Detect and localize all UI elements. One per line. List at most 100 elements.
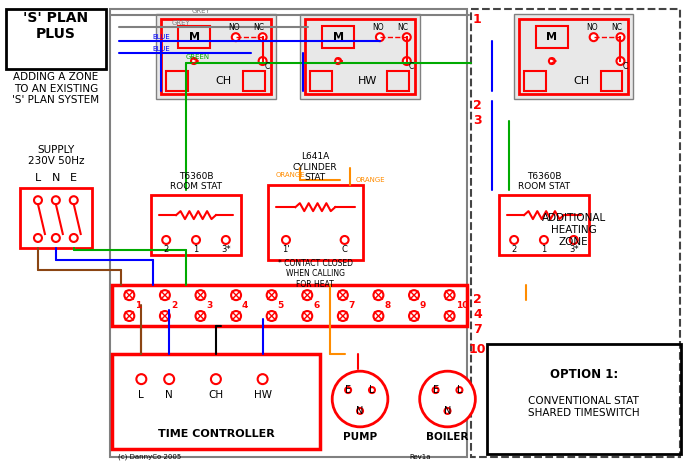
Circle shape <box>332 371 388 427</box>
Text: 8: 8 <box>384 301 391 310</box>
Text: C: C <box>408 63 414 72</box>
Circle shape <box>338 290 348 300</box>
Text: 1: 1 <box>193 245 199 255</box>
Circle shape <box>357 408 363 414</box>
Text: BOILER: BOILER <box>426 432 469 442</box>
Bar <box>306 19 415 94</box>
Bar <box>6 9 106 69</box>
Circle shape <box>211 374 221 384</box>
Text: 7: 7 <box>349 301 355 310</box>
Text: 10: 10 <box>455 301 468 310</box>
Circle shape <box>160 311 170 321</box>
Text: 3: 3 <box>473 114 482 127</box>
Circle shape <box>420 371 475 427</box>
Text: CH: CH <box>216 76 232 86</box>
Text: 2: 2 <box>473 99 482 112</box>
Text: 3: 3 <box>206 301 213 310</box>
Text: E: E <box>433 385 439 395</box>
Bar <box>499 195 589 255</box>
Bar <box>243 71 264 91</box>
Text: SUPPLY
230V 50Hz: SUPPLY 230V 50Hz <box>28 145 84 166</box>
Bar <box>156 15 275 99</box>
Bar <box>310 71 332 91</box>
Bar <box>322 26 354 48</box>
Circle shape <box>267 290 277 300</box>
Circle shape <box>302 311 313 321</box>
Circle shape <box>34 196 42 204</box>
Bar <box>536 26 568 48</box>
Text: NO: NO <box>586 23 598 32</box>
Circle shape <box>338 311 348 321</box>
Circle shape <box>403 33 411 41</box>
Circle shape <box>52 196 60 204</box>
Bar <box>151 195 241 255</box>
Circle shape <box>444 290 455 300</box>
Text: L641A
CYLINDER
STAT: L641A CYLINDER STAT <box>293 153 337 183</box>
Circle shape <box>191 58 197 64</box>
Circle shape <box>540 236 548 244</box>
Text: (c) DannyCo 2005: (c) DannyCo 2005 <box>118 453 181 460</box>
Circle shape <box>616 57 624 65</box>
Text: M: M <box>333 32 344 42</box>
Circle shape <box>124 290 135 300</box>
Bar <box>600 71 622 91</box>
Text: E: E <box>70 173 77 183</box>
Bar <box>519 19 629 94</box>
Text: 1: 1 <box>135 301 141 310</box>
Circle shape <box>195 290 206 300</box>
Bar <box>20 188 92 248</box>
Bar <box>524 71 546 91</box>
Circle shape <box>70 196 78 204</box>
Text: L: L <box>457 385 462 395</box>
Text: 4: 4 <box>473 308 482 321</box>
Text: ADDING A ZONE
TO AN EXISTING
'S' PLAN SYSTEM: ADDING A ZONE TO AN EXISTING 'S' PLAN SY… <box>12 72 99 105</box>
Circle shape <box>232 33 239 41</box>
Text: BLUE: BLUE <box>152 46 170 52</box>
Circle shape <box>70 234 78 242</box>
Circle shape <box>302 290 313 300</box>
Text: 2: 2 <box>171 301 177 310</box>
Circle shape <box>137 374 146 384</box>
Bar <box>178 26 210 48</box>
Text: 9: 9 <box>420 301 426 310</box>
Text: L: L <box>139 390 144 400</box>
Text: GREY: GREY <box>172 20 190 26</box>
Text: M: M <box>546 32 558 42</box>
Text: ORANGE: ORANGE <box>275 172 305 178</box>
Text: 1: 1 <box>473 13 482 26</box>
Text: 2: 2 <box>164 245 169 255</box>
Text: NC: NC <box>254 23 264 32</box>
Text: 1': 1' <box>282 245 290 255</box>
Circle shape <box>52 234 60 242</box>
Bar <box>387 71 408 91</box>
Text: GREY: GREY <box>192 8 210 15</box>
Circle shape <box>590 33 598 41</box>
Circle shape <box>433 387 439 393</box>
Circle shape <box>373 311 384 321</box>
Bar <box>166 71 188 91</box>
Text: L: L <box>34 173 41 183</box>
Circle shape <box>259 57 266 65</box>
Circle shape <box>409 311 419 321</box>
Bar <box>514 15 633 99</box>
Text: T6360B
ROOM STAT: T6360B ROOM STAT <box>170 172 222 191</box>
Circle shape <box>444 408 451 414</box>
Text: M: M <box>188 32 199 42</box>
Text: 3*: 3* <box>569 245 579 255</box>
Circle shape <box>162 236 170 244</box>
Text: T6360B
ROOM STAT: T6360B ROOM STAT <box>518 172 570 191</box>
Circle shape <box>335 58 341 64</box>
Text: CONVENTIONAL STAT
SHARED TIMESWITCH: CONVENTIONAL STAT SHARED TIMESWITCH <box>528 396 640 418</box>
Circle shape <box>444 311 455 321</box>
Bar <box>268 185 362 260</box>
Text: NO: NO <box>228 23 239 32</box>
Text: GREEN: GREEN <box>186 54 210 60</box>
Text: NC: NC <box>611 23 622 32</box>
Circle shape <box>616 33 624 41</box>
Circle shape <box>164 374 174 384</box>
Text: PUMP: PUMP <box>343 432 377 442</box>
Text: 2: 2 <box>511 245 517 255</box>
Text: ADDITIONAL
HEATING
ZONE: ADDITIONAL HEATING ZONE <box>542 213 606 247</box>
Bar <box>110 9 467 457</box>
Circle shape <box>267 311 277 321</box>
